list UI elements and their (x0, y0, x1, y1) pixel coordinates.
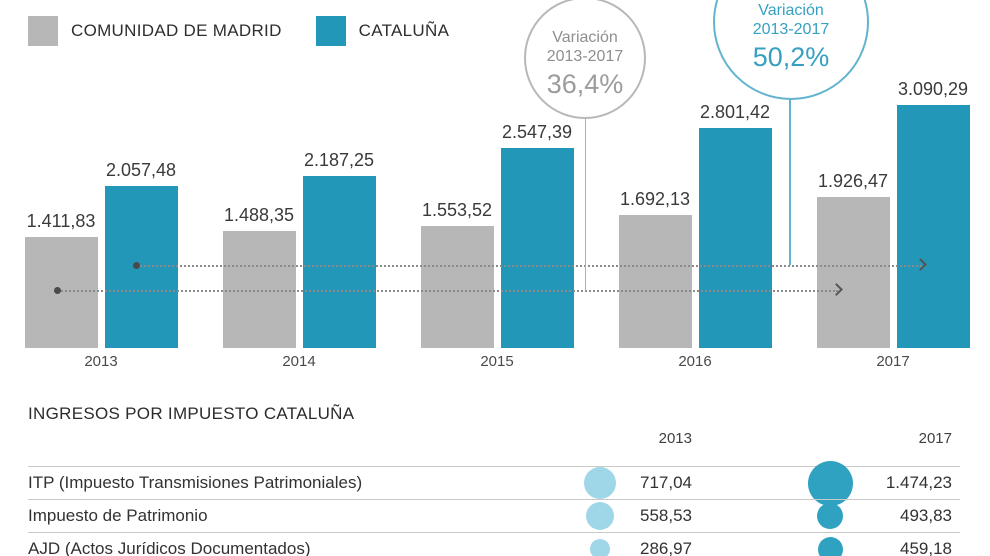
madrid-trend-start-dot (54, 287, 61, 294)
tax-name: Impuesto de Patrimonio (28, 506, 208, 525)
bar-cataluna-2015 (500, 148, 574, 348)
bar-madrid-2014 (222, 231, 296, 348)
bubble-2017 (817, 503, 843, 529)
bubble-2013 (586, 502, 614, 530)
bar-madrid-2015 (420, 226, 494, 348)
table-header-row: 2013 2017 (28, 430, 960, 450)
bubble-2017 (807, 460, 853, 506)
cataluna-trend-line (137, 265, 922, 267)
bubble-2013 (584, 467, 616, 499)
axis-label-2015: 2015 (480, 353, 514, 370)
bar-value-cataluna-2017: 3.090,29 (897, 79, 969, 99)
axis-label-2014: 2014 (282, 353, 316, 370)
variation-period: 2013-2017 (546, 48, 624, 65)
bar-cataluna-2016 (698, 128, 772, 348)
bar-madrid-2017 (816, 197, 890, 348)
bar-madrid-2013 (24, 237, 98, 348)
madrid-annotation-connector (585, 116, 586, 291)
legend-item-cataluna: CATALUÑA (315, 16, 450, 46)
bar-value-madrid-2014: 1.488,35 (223, 205, 295, 225)
axis-label-2017: 2017 (876, 353, 910, 370)
axis-label-2013: 2013 (84, 353, 118, 370)
bubble-2017 (817, 536, 843, 556)
value-2017: 1.474,23 (885, 473, 952, 492)
bubble-2013 (590, 539, 610, 556)
bar-cataluna-2014 (302, 176, 376, 348)
axis-label-2016: 2016 (678, 353, 712, 370)
cataluna-trend-start-dot (133, 262, 140, 269)
cataluna-color-swatch (315, 16, 346, 46)
variation-label: Variación (552, 29, 618, 46)
table-title: INGRESOS POR IMPUESTO CATALUÑA (28, 404, 355, 423)
table-row: ITP (Impuesto Transmisiones Patrimoniale… (28, 460, 960, 506)
bar-madrid-2016 (618, 215, 692, 348)
variation-period: 2013-2017 (752, 21, 830, 38)
value-2013: 558,53 (640, 506, 692, 525)
legend-label-madrid: COMUNIDAD DE MADRID (71, 21, 282, 40)
bar-value-cataluna-2015: 2.547,39 (501, 122, 573, 142)
value-2017: 493,83 (900, 506, 952, 525)
variation-value: 36,4% (546, 69, 624, 99)
value-2013: 717,04 (640, 473, 692, 492)
table-row: Impuesto de Patrimonio 558,53 493,83 (28, 499, 960, 532)
bar-value-madrid-2016: 1.692,13 (619, 189, 691, 209)
madrid-color-swatch (28, 16, 58, 46)
chart-legend: COMUNIDAD DE MADRID CATALUÑA (28, 16, 449, 46)
column-header-2017: 2017 (918, 430, 952, 447)
value-2013: 286,97 (640, 539, 692, 556)
column-header-2013: 2013 (658, 430, 692, 447)
bar-value-cataluna-2016: 2.801,42 (699, 102, 771, 122)
value-2017: 459,18 (900, 539, 952, 556)
variation-value: 50,2% (752, 42, 830, 72)
bar-value-madrid-2015: 1.553,52 (421, 200, 493, 220)
bar-value-madrid-2013: 1.411,83 (26, 211, 96, 231)
madrid-variation-badge: Variación 2013-2017 36,4% (524, 0, 646, 119)
tax-name: AJD (Actos Jurídicos Documentados) (28, 539, 311, 556)
bar-cataluna-2017 (896, 105, 970, 348)
bar-value-madrid-2017: 1.926,47 (817, 171, 889, 191)
legend-label-cataluna: CATALUÑA (358, 21, 450, 40)
cataluna-annotation-connector (789, 98, 791, 265)
bar-value-cataluna-2013: 2.057,48 (105, 160, 177, 180)
legend-item-madrid: COMUNIDAD DE MADRID (28, 16, 282, 46)
variation-label: Variación (758, 2, 824, 19)
table-row: AJD (Actos Jurídicos Documentados) 286,97… (28, 532, 960, 556)
bar-cataluna-2013 (104, 186, 178, 348)
bar-value-cataluna-2014: 2.187,25 (303, 150, 375, 170)
tax-revenue-table: ITP (Impuesto Transmisiones Patrimoniale… (28, 460, 960, 556)
tax-name: ITP (Impuesto Transmisiones Patrimoniale… (28, 473, 363, 492)
madrid-trend-line (58, 290, 838, 292)
